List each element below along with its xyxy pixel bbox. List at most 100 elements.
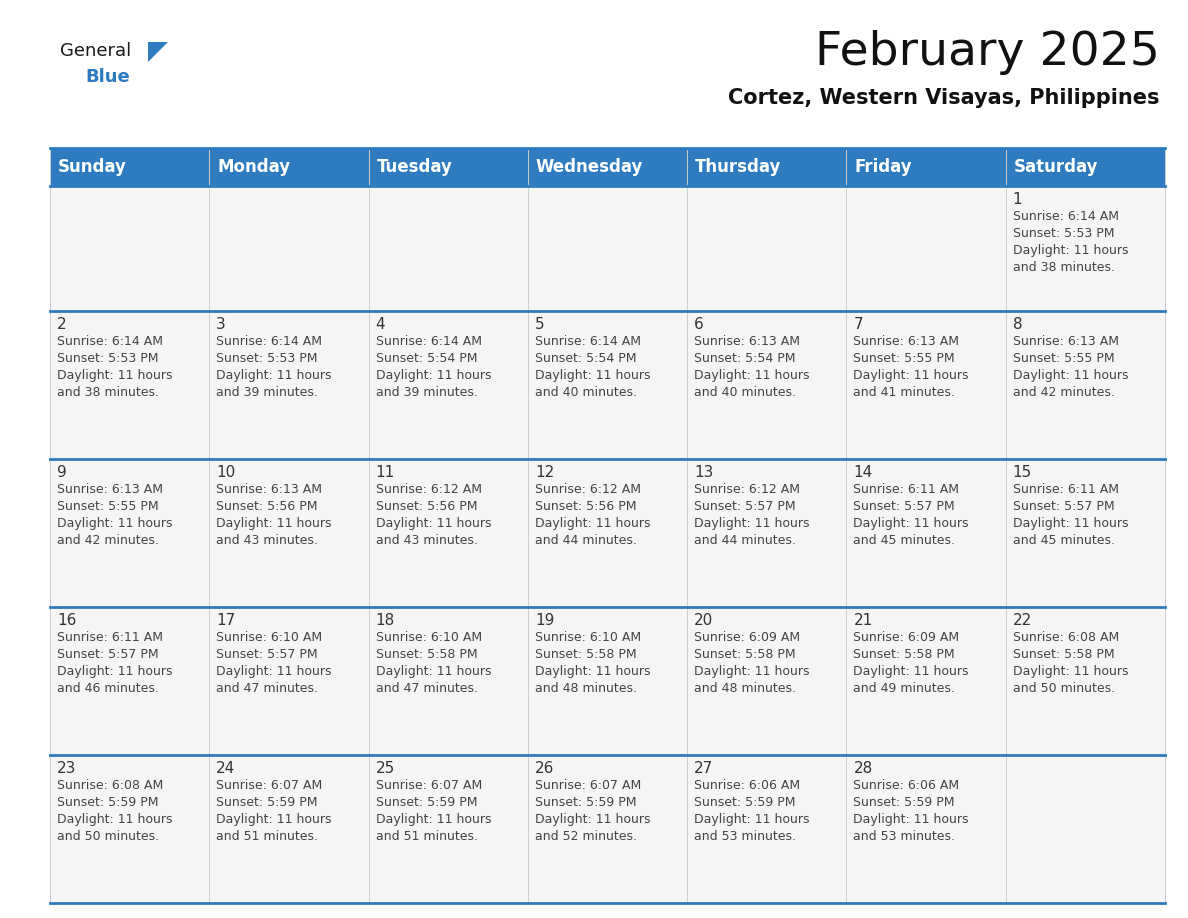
Text: Sunset: 5:53 PM: Sunset: 5:53 PM <box>216 352 317 365</box>
Text: General: General <box>61 42 131 60</box>
Text: 18: 18 <box>375 613 394 628</box>
Text: and 39 minutes.: and 39 minutes. <box>216 386 318 399</box>
Text: Sunset: 5:58 PM: Sunset: 5:58 PM <box>535 648 637 661</box>
Text: Sunset: 5:58 PM: Sunset: 5:58 PM <box>694 648 796 661</box>
Text: February 2025: February 2025 <box>815 30 1159 75</box>
Text: 1: 1 <box>1012 192 1023 207</box>
Text: Wednesday: Wednesday <box>536 158 643 176</box>
Text: and 40 minutes.: and 40 minutes. <box>694 386 796 399</box>
Text: and 53 minutes.: and 53 minutes. <box>694 830 796 843</box>
Text: 6: 6 <box>694 317 704 332</box>
Text: 17: 17 <box>216 613 235 628</box>
Text: Sunrise: 6:08 AM: Sunrise: 6:08 AM <box>1012 631 1119 644</box>
Text: Daylight: 11 hours: Daylight: 11 hours <box>216 517 331 530</box>
Text: and 45 minutes.: and 45 minutes. <box>1012 534 1114 547</box>
Text: Daylight: 11 hours: Daylight: 11 hours <box>216 665 331 678</box>
Text: 28: 28 <box>853 761 873 776</box>
Text: Sunrise: 6:14 AM: Sunrise: 6:14 AM <box>535 335 640 348</box>
Text: 16: 16 <box>57 613 76 628</box>
Text: Daylight: 11 hours: Daylight: 11 hours <box>853 665 969 678</box>
Text: Daylight: 11 hours: Daylight: 11 hours <box>535 813 650 826</box>
Text: Daylight: 11 hours: Daylight: 11 hours <box>1012 244 1129 257</box>
Text: Daylight: 11 hours: Daylight: 11 hours <box>375 665 491 678</box>
Text: and 49 minutes.: and 49 minutes. <box>853 682 955 695</box>
Text: Sunrise: 6:13 AM: Sunrise: 6:13 AM <box>57 483 163 496</box>
Text: Sunset: 5:59 PM: Sunset: 5:59 PM <box>535 796 637 809</box>
Text: and 43 minutes.: and 43 minutes. <box>375 534 478 547</box>
Text: Sunrise: 6:14 AM: Sunrise: 6:14 AM <box>216 335 322 348</box>
Text: 9: 9 <box>57 465 67 480</box>
Text: and 38 minutes.: and 38 minutes. <box>57 386 159 399</box>
Text: Sunrise: 6:13 AM: Sunrise: 6:13 AM <box>853 335 960 348</box>
Text: Sunday: Sunday <box>58 158 127 176</box>
Text: Sunrise: 6:07 AM: Sunrise: 6:07 AM <box>535 779 642 792</box>
Bar <box>50 755 1165 903</box>
Bar <box>50 459 1165 607</box>
Text: Sunset: 5:59 PM: Sunset: 5:59 PM <box>694 796 796 809</box>
Text: and 47 minutes.: and 47 minutes. <box>375 682 478 695</box>
Text: Daylight: 11 hours: Daylight: 11 hours <box>57 813 172 826</box>
Text: Sunset: 5:56 PM: Sunset: 5:56 PM <box>216 500 317 513</box>
Text: 3: 3 <box>216 317 226 332</box>
Text: 14: 14 <box>853 465 873 480</box>
Text: Daylight: 11 hours: Daylight: 11 hours <box>853 813 969 826</box>
Text: 11: 11 <box>375 465 394 480</box>
Text: Daylight: 11 hours: Daylight: 11 hours <box>375 517 491 530</box>
Bar <box>50 186 1165 311</box>
Text: Sunrise: 6:11 AM: Sunrise: 6:11 AM <box>853 483 960 496</box>
Text: Sunrise: 6:09 AM: Sunrise: 6:09 AM <box>853 631 960 644</box>
Text: 26: 26 <box>535 761 555 776</box>
Text: 24: 24 <box>216 761 235 776</box>
Text: Daylight: 11 hours: Daylight: 11 hours <box>57 665 172 678</box>
Text: Sunrise: 6:10 AM: Sunrise: 6:10 AM <box>375 631 481 644</box>
Text: and 40 minutes.: and 40 minutes. <box>535 386 637 399</box>
Text: and 41 minutes.: and 41 minutes. <box>853 386 955 399</box>
Text: Sunset: 5:59 PM: Sunset: 5:59 PM <box>57 796 158 809</box>
Text: Sunset: 5:59 PM: Sunset: 5:59 PM <box>375 796 478 809</box>
Text: Sunset: 5:57 PM: Sunset: 5:57 PM <box>694 500 796 513</box>
Text: 25: 25 <box>375 761 394 776</box>
Text: and 43 minutes.: and 43 minutes. <box>216 534 318 547</box>
Text: 22: 22 <box>1012 613 1032 628</box>
Text: 4: 4 <box>375 317 385 332</box>
Text: and 48 minutes.: and 48 minutes. <box>694 682 796 695</box>
Text: Sunrise: 6:12 AM: Sunrise: 6:12 AM <box>694 483 801 496</box>
Text: Sunset: 5:54 PM: Sunset: 5:54 PM <box>535 352 637 365</box>
Text: 21: 21 <box>853 613 873 628</box>
Text: Sunset: 5:56 PM: Sunset: 5:56 PM <box>535 500 637 513</box>
Text: Sunrise: 6:14 AM: Sunrise: 6:14 AM <box>1012 210 1119 223</box>
Text: and 39 minutes.: and 39 minutes. <box>375 386 478 399</box>
Polygon shape <box>148 42 168 62</box>
Text: and 42 minutes.: and 42 minutes. <box>1012 386 1114 399</box>
Text: and 47 minutes.: and 47 minutes. <box>216 682 318 695</box>
Text: Sunrise: 6:14 AM: Sunrise: 6:14 AM <box>57 335 163 348</box>
Text: Sunrise: 6:12 AM: Sunrise: 6:12 AM <box>375 483 481 496</box>
Text: Sunset: 5:59 PM: Sunset: 5:59 PM <box>216 796 317 809</box>
Text: Sunrise: 6:07 AM: Sunrise: 6:07 AM <box>216 779 322 792</box>
Text: Sunset: 5:57 PM: Sunset: 5:57 PM <box>853 500 955 513</box>
Text: 20: 20 <box>694 613 713 628</box>
Bar <box>50 311 1165 459</box>
Text: Sunset: 5:55 PM: Sunset: 5:55 PM <box>853 352 955 365</box>
Text: Daylight: 11 hours: Daylight: 11 hours <box>694 369 810 382</box>
Text: Sunset: 5:58 PM: Sunset: 5:58 PM <box>1012 648 1114 661</box>
Text: Sunrise: 6:09 AM: Sunrise: 6:09 AM <box>694 631 801 644</box>
Text: and 52 minutes.: and 52 minutes. <box>535 830 637 843</box>
Text: Sunset: 5:53 PM: Sunset: 5:53 PM <box>1012 227 1114 240</box>
Text: Sunset: 5:55 PM: Sunset: 5:55 PM <box>1012 352 1114 365</box>
Text: Daylight: 11 hours: Daylight: 11 hours <box>694 813 810 826</box>
Text: Daylight: 11 hours: Daylight: 11 hours <box>1012 517 1129 530</box>
Text: Daylight: 11 hours: Daylight: 11 hours <box>535 517 650 530</box>
Text: Sunrise: 6:12 AM: Sunrise: 6:12 AM <box>535 483 640 496</box>
Text: Sunset: 5:55 PM: Sunset: 5:55 PM <box>57 500 159 513</box>
Text: Sunset: 5:54 PM: Sunset: 5:54 PM <box>694 352 796 365</box>
Text: and 51 minutes.: and 51 minutes. <box>375 830 478 843</box>
Text: Daylight: 11 hours: Daylight: 11 hours <box>535 369 650 382</box>
Text: Daylight: 11 hours: Daylight: 11 hours <box>1012 665 1129 678</box>
Text: and 48 minutes.: and 48 minutes. <box>535 682 637 695</box>
Text: Thursday: Thursday <box>695 158 782 176</box>
Text: Daylight: 11 hours: Daylight: 11 hours <box>216 813 331 826</box>
Text: and 42 minutes.: and 42 minutes. <box>57 534 159 547</box>
Text: and 46 minutes.: and 46 minutes. <box>57 682 159 695</box>
Text: Sunrise: 6:10 AM: Sunrise: 6:10 AM <box>216 631 322 644</box>
